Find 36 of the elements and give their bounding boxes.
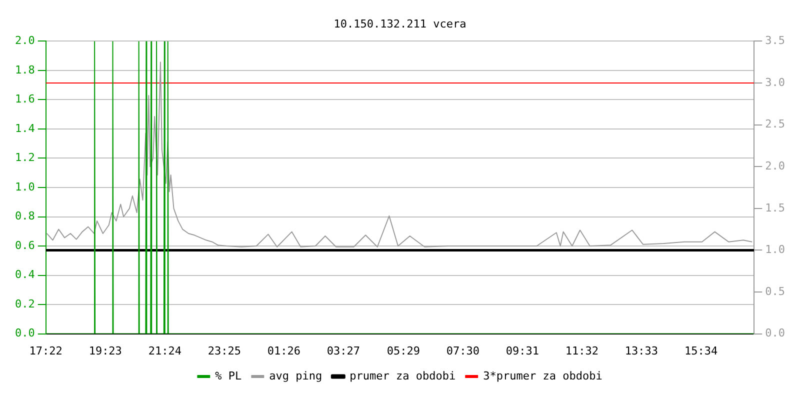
x-tick-label: 15:34 <box>684 344 718 358</box>
y-tick-label: 1.8 <box>14 63 35 76</box>
legend-label: 3*prumer za obdobi <box>483 369 602 382</box>
y2-tick-label: 2.0 <box>765 159 786 172</box>
y2-tick-label: 0.5 <box>765 284 786 298</box>
x-tick-label: 13:33 <box>624 344 658 358</box>
y2-tick-label: 3.5 <box>765 34 786 48</box>
chart-title: 10.150.132.211 vcera <box>334 17 466 30</box>
y-tick-label: 1.0 <box>14 180 35 194</box>
y-tick-label: 0.0 <box>14 326 35 340</box>
legend-label: prumer za obdobi <box>350 369 456 382</box>
y-tick-label: 2.0 <box>14 34 35 48</box>
y-tick-label: 0.6 <box>14 238 35 252</box>
x-tick-label: 03:27 <box>326 344 360 358</box>
y-tick-label: 1.2 <box>14 151 35 164</box>
y2-tick-label: 2.5 <box>765 118 786 131</box>
legend-label: % PL <box>215 369 242 382</box>
y2-tick-label: 0.0 <box>765 326 786 340</box>
x-tick-label: 11:32 <box>565 344 599 358</box>
legend-label: avg ping <box>269 369 322 382</box>
y2-tick-label: 1.5 <box>765 201 786 214</box>
x-tick-label: 17:22 <box>29 344 62 358</box>
x-tick-label: 23:25 <box>208 344 241 358</box>
y-tick-label: 0.8 <box>14 210 35 223</box>
x-tick-label: 01:26 <box>267 344 300 358</box>
y2-tick-label: 3.0 <box>765 76 786 89</box>
y-tick-label: 1.4 <box>14 122 36 135</box>
y-tick-label: 0.2 <box>14 297 35 310</box>
y-tick-label: 0.4 <box>14 268 36 282</box>
x-tick-label: 09:31 <box>506 344 540 358</box>
y-tick-label: 1.6 <box>14 92 35 106</box>
y2-tick-label: 1.0 <box>765 243 786 256</box>
x-tick-label: 21:24 <box>148 344 182 358</box>
x-tick-label: 05:29 <box>386 344 420 358</box>
x-tick-label: 07:30 <box>446 344 480 358</box>
x-tick-label: 19:23 <box>88 344 122 358</box>
